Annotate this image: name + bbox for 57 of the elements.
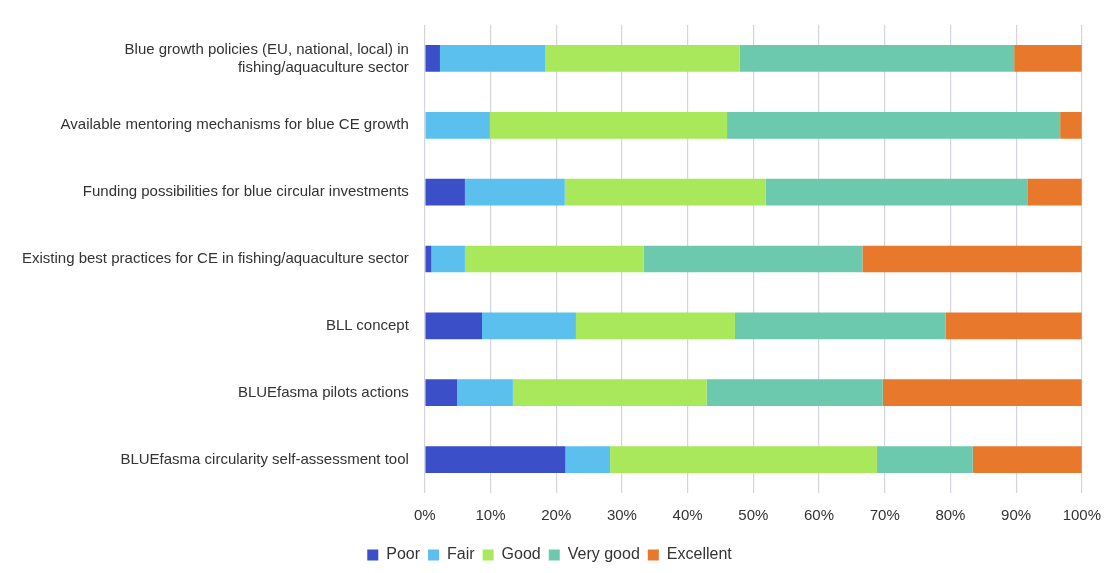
bar: [425, 379, 458, 407]
bar: [727, 111, 1061, 139]
bar: [425, 111, 490, 139]
x-tick-label: 30%: [606, 506, 637, 524]
bar: [575, 312, 735, 340]
bar: [643, 245, 863, 273]
y-tick-label: Blue growth policies (EU, national, local) in fishing/aquaculture sector: [124, 39, 409, 75]
x-tick-label: 0%: [414, 506, 436, 524]
bar: [464, 178, 565, 206]
x-tick-label: 20%: [541, 506, 572, 524]
y-tick-label: BLUEfasma circularity self-assessment tool: [120, 449, 409, 467]
x-tick-label: 50%: [738, 506, 769, 524]
bar: [512, 379, 707, 407]
bar: [464, 245, 644, 273]
bar: [1014, 45, 1082, 72]
bar: [882, 379, 1082, 407]
bar: [610, 446, 877, 473]
bar: [425, 245, 432, 273]
bar: [425, 446, 566, 473]
bar: [545, 45, 740, 72]
legend-label: Poor: [386, 545, 421, 563]
bar: [876, 446, 973, 473]
bar: [439, 45, 546, 72]
bar: [739, 45, 1015, 72]
bar: [565, 446, 611, 473]
y-tick-label: BLL concept: [326, 316, 410, 333]
x-tick-label: 100%: [1062, 506, 1102, 524]
x-tick-label: 60%: [804, 506, 835, 524]
x-tick-label: 70%: [869, 506, 900, 524]
x-tick-label: 10%: [475, 506, 506, 524]
bar: [765, 178, 1028, 206]
y-tick-label: Available mentoring mechanisms for blue CE growth: [60, 115, 409, 133]
bar: [945, 312, 1082, 340]
y-tick-label: Funding possibilities for blue circular investments: [82, 182, 409, 200]
bar: [425, 312, 483, 340]
bar: [457, 379, 513, 407]
x-tick-label: 90%: [1001, 506, 1032, 524]
bar: [706, 379, 883, 407]
legend-label: Fair: [447, 545, 476, 563]
bar: [425, 45, 440, 72]
bar: [972, 446, 1082, 473]
bar: [425, 178, 465, 206]
bar: [482, 312, 576, 340]
y-tick-label: Existing best practices for CE in fishing/aquaculture sector: [21, 249, 409, 267]
bar: [564, 178, 766, 206]
bar: [431, 245, 465, 273]
bar: [1027, 178, 1082, 206]
legend-label: Excellent: [666, 545, 733, 563]
bar: [862, 245, 1082, 273]
y-tick-label: BLUEfasma pilots actions: [237, 382, 409, 400]
x-tick-label: 80%: [935, 506, 966, 524]
bar: [489, 111, 728, 139]
bar: [1060, 111, 1082, 139]
x-tick-label: 40%: [672, 506, 703, 524]
bar: [734, 312, 946, 340]
legend-label: Very good: [567, 545, 640, 563]
legend-label: Good: [501, 545, 541, 563]
